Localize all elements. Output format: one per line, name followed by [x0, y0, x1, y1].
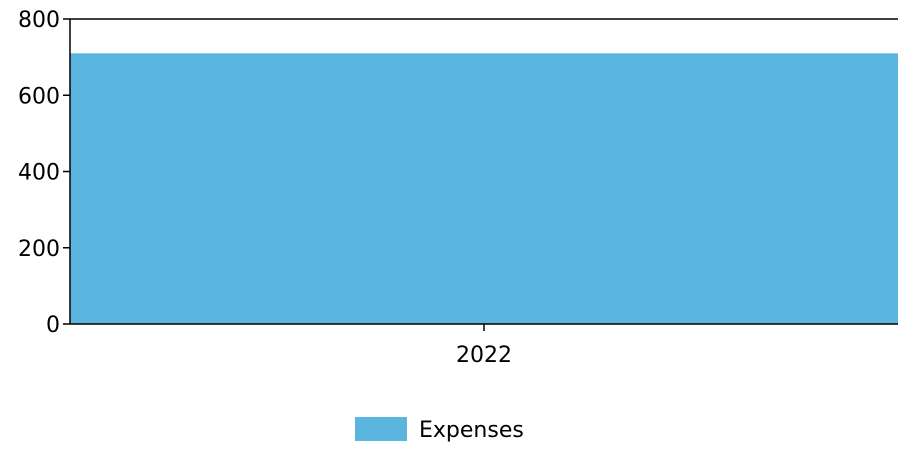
legend: Expenses [355, 417, 524, 443]
plot-area [70, 18, 898, 324]
y-tick-label-200: 200 [18, 237, 60, 262]
x-axis: 2022 [70, 323, 898, 368]
x-tick-label-2022: 2022 [456, 343, 512, 368]
legend-label-expenses: Expenses [419, 418, 524, 443]
y-tick-label-400: 400 [18, 161, 60, 186]
y-tick-label-800: 800 [18, 8, 60, 33]
y-tick-label-0: 0 [46, 313, 60, 338]
y-axis: 0 200 400 600 800 [18, 8, 71, 338]
bar-expenses-2022 [70, 53, 898, 324]
y-tick-label-600: 600 [18, 84, 60, 109]
legend-swatch-expenses [355, 417, 407, 441]
